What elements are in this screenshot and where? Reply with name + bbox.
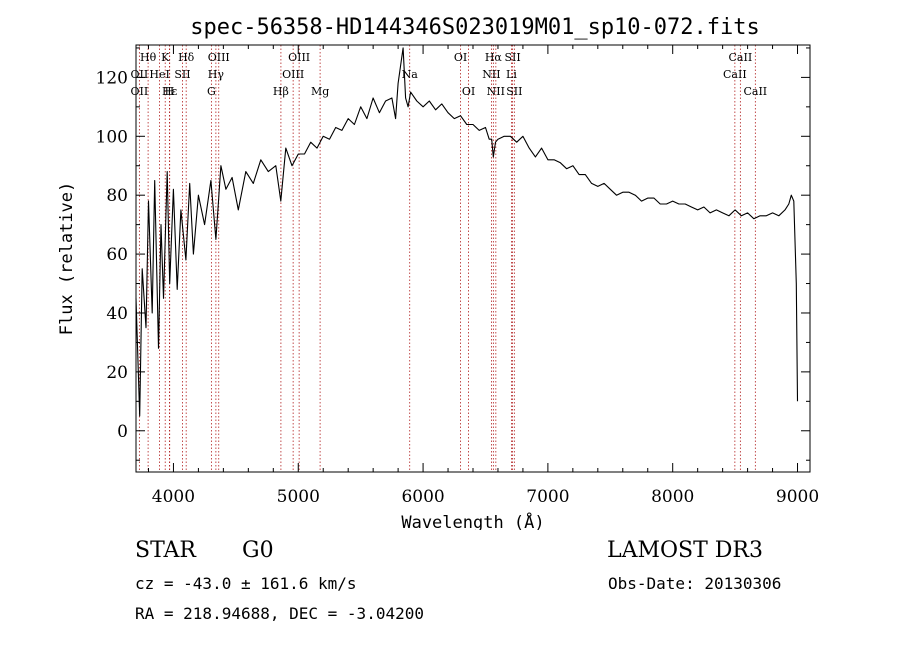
chart-title: spec-56358-HD144346S023019M01_sp10-072.f… [190, 15, 760, 40]
observation-date: Obs-Date: 20130306 [608, 574, 782, 593]
marker-label-mid: Li [506, 68, 517, 81]
marker-label-mid: Hγ [208, 68, 225, 81]
marker-label-top: Hδ [178, 51, 195, 64]
marker-label-mid: OII [131, 68, 149, 81]
y-tick-label: 80 [106, 186, 128, 206]
y-axis-label: Flux (relative) [57, 182, 77, 336]
marker-label-low: OII [131, 85, 149, 98]
plot-frame [135, 44, 811, 473]
x-tick-label: 4000 [152, 487, 195, 507]
marker-label-low: NII [487, 85, 505, 98]
x-tick-label: 9000 [776, 487, 819, 507]
y-tick-label: 120 [96, 68, 128, 88]
y-tick-label: 0 [117, 422, 128, 442]
spectrum-chart: spec-56358-HD144346S023019M01_sp10-072.f… [57, 15, 819, 530]
y-tick-label: 100 [96, 127, 128, 147]
survey-name: LAMOST DR3 [607, 538, 763, 563]
marker-label-top: SII [504, 51, 520, 64]
spectrum-series-line [135, 47, 799, 417]
marker-label-low: Hε [162, 85, 178, 98]
marker-label-mid: Na [402, 68, 419, 81]
marker-label-low: Hβ [273, 85, 289, 98]
x-axis-label: Wavelength (Å) [401, 511, 544, 530]
marker-label-top: OIII [288, 51, 310, 64]
y-tick-label: 60 [106, 245, 128, 265]
x-tick-label: 8000 [651, 487, 694, 507]
marker-label-top: OI [454, 51, 467, 64]
ra-dec: RA = 218.94688, DEC = -3.04200 [135, 604, 424, 623]
marker-label-mid: NII [482, 68, 500, 81]
marker-label-low: OI [462, 85, 475, 98]
x-tick-label: 5000 [277, 487, 320, 507]
marker-label-top: Hθ [140, 51, 157, 64]
x-tick-label: 7000 [526, 487, 569, 507]
marker-label-low: SII [506, 85, 522, 98]
marker-label-low: Mg [311, 85, 329, 98]
marker-label-mid: HeI [149, 68, 169, 81]
marker-label-top: K [161, 51, 170, 64]
marker-label-top: Hα [485, 51, 503, 64]
marker-label-top: OIII [208, 51, 230, 64]
redshift-cz: cz = -43.0 ± 161.6 km/s [135, 574, 357, 593]
marker-label-low: H [165, 85, 175, 98]
object-class: STAR [135, 538, 196, 563]
marker-label-top: CaII [729, 51, 753, 64]
marker-label-mid: SII [174, 68, 190, 81]
y-tick-label: 20 [106, 363, 128, 383]
y-tick-label: 40 [106, 304, 128, 324]
object-subclass: G0 [242, 538, 274, 563]
marker-label-mid: CaII [723, 68, 747, 81]
marker-label-mid: OIII [282, 68, 304, 81]
marker-label-low: CaII [743, 85, 767, 98]
marker-label-low: G [207, 85, 216, 98]
x-tick-label: 6000 [401, 487, 444, 507]
